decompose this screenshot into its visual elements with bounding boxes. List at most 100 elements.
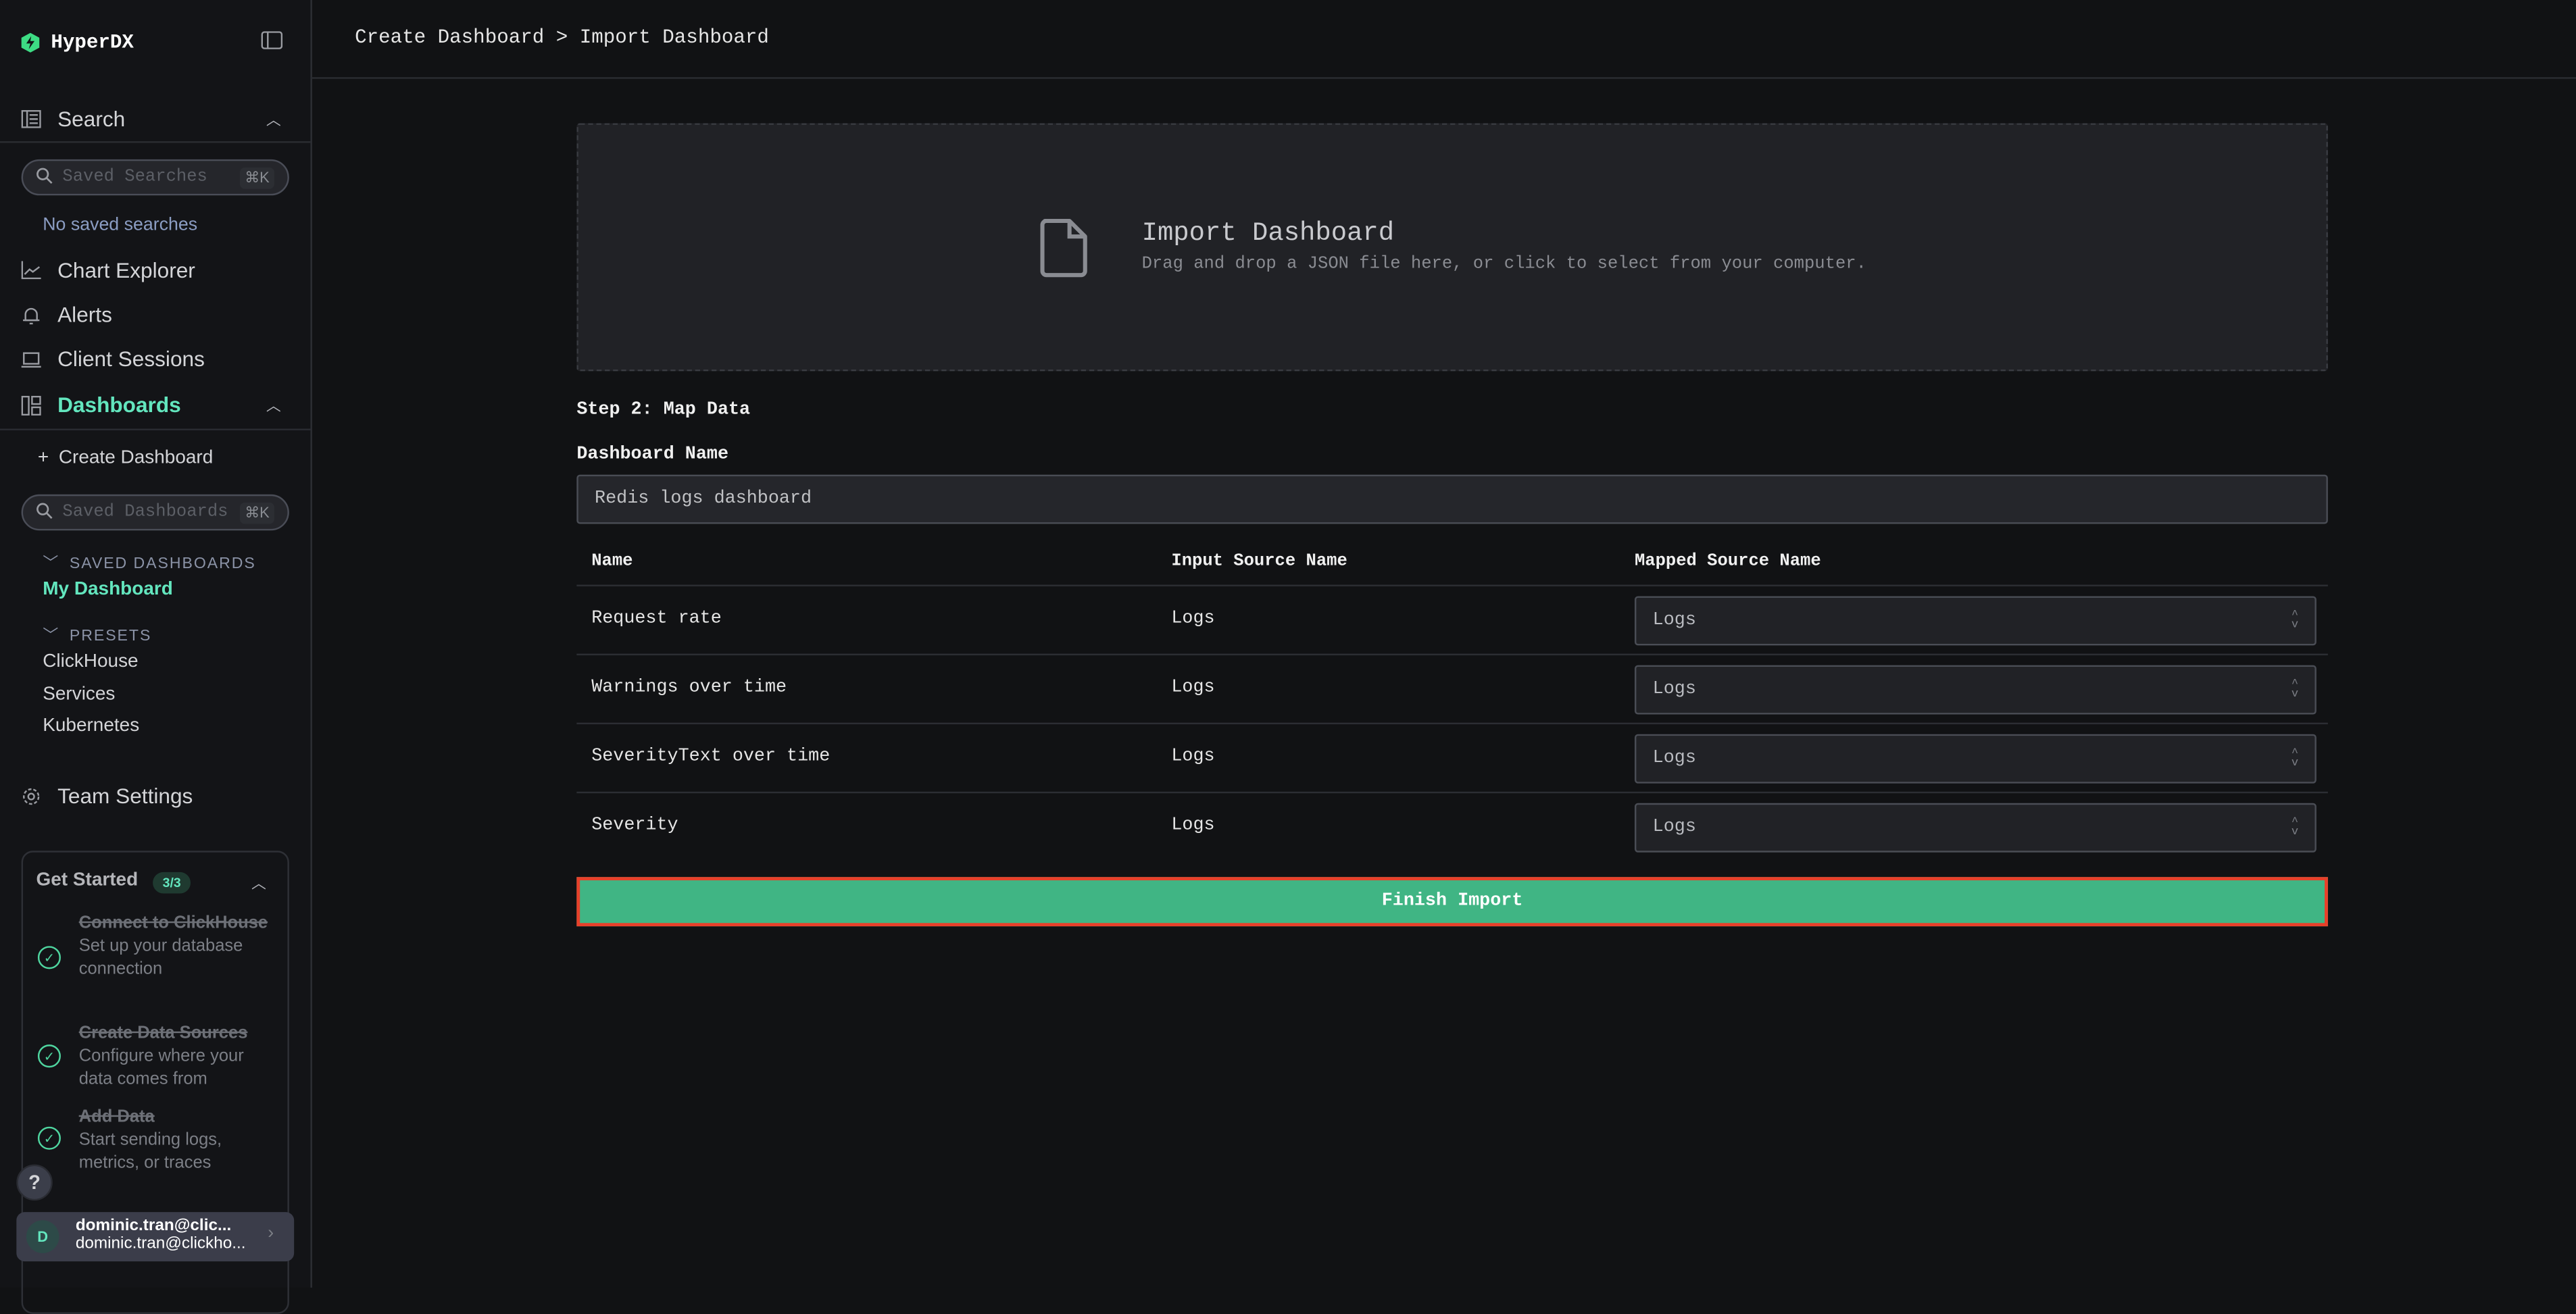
- chevron-up-icon[interactable]: ︿: [266, 111, 281, 128]
- chevron-up-icon[interactable]: ︿: [266, 397, 281, 414]
- dropzone-title: Import Dashboard: [1141, 218, 1395, 249]
- dashboard-name-value: Redis logs dashboard: [595, 489, 812, 509]
- step-title: Create Data Sources: [78, 1023, 248, 1043]
- row-input-source: Logs: [1171, 747, 1215, 767]
- preset-services[interactable]: Services: [43, 684, 116, 705]
- laptop-icon: [21, 349, 41, 369]
- chart-line-icon: [21, 260, 41, 280]
- user-name: dominic.tran@clic...: [75, 1217, 232, 1236]
- sidebar-item-chart-explorer[interactable]: Chart Explorer: [21, 257, 195, 283]
- column-header-name: Name: [591, 551, 633, 572]
- dashboard-name-label: Dashboard Name: [576, 445, 729, 465]
- column-header-input-source: Input Source Name: [1171, 551, 1347, 572]
- chart-explorer-label: Chart Explorer: [57, 257, 195, 283]
- mapped-source-value: Logs: [1652, 749, 1696, 769]
- row-name: Request rate: [591, 609, 722, 630]
- step-desc: Start sending logs, metrics, or traces: [78, 1130, 222, 1173]
- file-icon: [1040, 218, 1087, 278]
- breadcrumb: Create Dashboard > Import Dashboard: [355, 26, 769, 49]
- user-email: dominic.tran@clickho...: [75, 1235, 246, 1253]
- dashboards-label: Dashboards: [57, 393, 181, 418]
- mapped-source-select[interactable]: Logs ^ v: [1634, 596, 2317, 646]
- mapped-source-select[interactable]: Logs ^ v: [1634, 734, 2317, 784]
- dashboard-item-my-dashboard[interactable]: My Dashboard: [43, 580, 173, 600]
- step-add-data[interactable]: Add Data Start sending logs, metrics, or …: [79, 1105, 276, 1174]
- chevron-right-icon: ›: [268, 1223, 274, 1244]
- search-list-icon: [21, 109, 41, 129]
- saved-dashboards-header: SAVED DASHBOARDS: [69, 555, 256, 574]
- get-started-title: Get Started: [36, 870, 139, 890]
- mapped-source-value: Logs: [1652, 611, 1696, 631]
- search-icon: [36, 167, 53, 188]
- alerts-label: Alerts: [57, 302, 112, 327]
- search-label: Search: [57, 107, 126, 132]
- row-name: Warnings over time: [591, 678, 787, 699]
- chevron-down-icon: ﹀: [43, 555, 60, 574]
- shortcut-badge: ⌘K: [239, 166, 274, 188]
- divider: [576, 584, 2328, 586]
- sidebar-item-client-sessions[interactable]: Client Sessions: [21, 346, 205, 372]
- file-dropzone[interactable]: Import Dashboard Drag and drop a JSON fi…: [576, 123, 2328, 372]
- progress-badge: 3/3: [153, 871, 191, 894]
- row-name: Severity: [591, 816, 678, 836]
- step-connect-clickhouse[interactable]: Connect to ClickHouse Set up your databas…: [79, 911, 276, 980]
- row-input-source: Logs: [1171, 678, 1215, 699]
- gear-icon: [22, 786, 41, 805]
- shortcut-badge: ⌘K: [239, 501, 274, 524]
- no-saved-searches-text: No saved searches: [43, 215, 198, 235]
- check-circle-icon: ✓: [37, 1044, 61, 1068]
- saved-searches-placeholder: Saved Searches: [62, 167, 207, 188]
- saved-dashboards-placeholder: Saved Dashboards: [62, 502, 228, 523]
- team-settings-label: Team Settings: [57, 783, 193, 809]
- dropzone-subtitle: Drag and drop a JSON file here, or click…: [1141, 254, 1866, 274]
- select-chevrons-icon: ^ v: [2291, 816, 2299, 840]
- presets-header: PRESETS: [69, 627, 152, 646]
- plus-icon: +: [37, 448, 49, 468]
- finish-import-button[interactable]: Finish Import: [576, 877, 2328, 927]
- app-name: HyperDX: [51, 31, 134, 55]
- step-create-data-sources[interactable]: Create Data Sources Configure where your …: [79, 1021, 276, 1090]
- page-header: Create Dashboard > Import Dashboard: [312, 0, 2576, 79]
- divider: [0, 428, 311, 430]
- divider: [0, 141, 311, 143]
- help-button[interactable]: ?: [16, 1164, 53, 1201]
- check-circle-icon: ✓: [37, 1126, 61, 1150]
- presets-section-toggle[interactable]: ﹀ PRESETS: [43, 622, 152, 646]
- dashboard-name-input[interactable]: Redis logs dashboard: [576, 474, 2328, 524]
- step-title: Add Data: [78, 1107, 155, 1127]
- sidebar-item-search[interactable]: Search: [21, 107, 126, 132]
- dashboard-icon: [21, 395, 41, 415]
- mapped-source-select[interactable]: Logs ^ v: [1634, 665, 2317, 715]
- row-name: SeverityText over time: [591, 747, 831, 767]
- saved-searches-input[interactable]: Saved Searches ⌘K: [21, 159, 289, 196]
- step-desc: Configure where your data comes from: [78, 1046, 244, 1089]
- sidebar-item-dashboards[interactable]: Dashboards: [21, 393, 181, 418]
- mapped-source-value: Logs: [1652, 817, 1696, 838]
- saved-dashboards-input[interactable]: Saved Dashboards ⌘K: [21, 494, 289, 531]
- mapped-source-select[interactable]: Logs ^ v: [1634, 803, 2317, 853]
- chevron-down-icon: ﹀: [43, 627, 60, 646]
- sidebar-item-team-settings[interactable]: Team Settings: [22, 784, 193, 808]
- chevron-up-icon[interactable]: ︿: [251, 875, 266, 892]
- create-dashboard-link[interactable]: + Create Dashboard: [38, 449, 213, 468]
- divider: [576, 722, 2328, 725]
- check-circle-icon: ✓: [37, 946, 61, 969]
- preset-kubernetes[interactable]: Kubernetes: [43, 715, 140, 736]
- row-input-source: Logs: [1171, 609, 1215, 630]
- logo[interactable]: HyperDX: [21, 31, 134, 55]
- step-label: Step 2: Map Data: [576, 401, 751, 421]
- saved-dashboards-section-toggle[interactable]: ﹀ SAVED DASHBOARDS: [43, 550, 256, 574]
- create-dashboard-label: Create Dashboard: [58, 448, 214, 468]
- sidebar-item-alerts[interactable]: Alerts: [22, 302, 112, 327]
- select-chevrons-icon: ^ v: [2291, 609, 2299, 632]
- get-started-card: Get Started 3/3 ︿ ✓ Connect to ClickHous…: [21, 851, 289, 1314]
- client-sessions-label: Client Sessions: [57, 346, 205, 372]
- select-chevrons-icon: ^ v: [2291, 747, 2299, 771]
- mapped-source-value: Logs: [1652, 680, 1696, 700]
- user-menu[interactable]: D dominic.tran@clic... dominic.tran@clic…: [16, 1212, 295, 1262]
- divider: [576, 791, 2328, 794]
- sidebar-collapse-icon[interactable]: [261, 31, 283, 49]
- preset-clickhouse[interactable]: ClickHouse: [43, 652, 139, 672]
- sidebar: HyperDX Search ︿ Saved Searches ⌘K No sa…: [0, 0, 312, 1314]
- step-desc: Set up your database connection: [78, 936, 243, 979]
